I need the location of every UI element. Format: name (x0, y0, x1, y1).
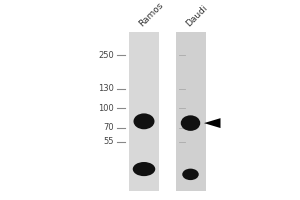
Text: 250: 250 (98, 51, 114, 60)
Text: Ramos: Ramos (138, 1, 166, 29)
Bar (129, 32, 159, 191)
Ellipse shape (181, 115, 200, 131)
Ellipse shape (134, 113, 154, 129)
Polygon shape (204, 118, 220, 128)
Ellipse shape (133, 162, 155, 176)
Text: 55: 55 (103, 137, 114, 146)
Text: Daudi: Daudi (184, 3, 209, 29)
Text: 130: 130 (98, 84, 114, 93)
Text: 70: 70 (103, 123, 114, 132)
Ellipse shape (182, 169, 199, 180)
Text: 100: 100 (98, 104, 114, 113)
Bar (176, 32, 206, 191)
